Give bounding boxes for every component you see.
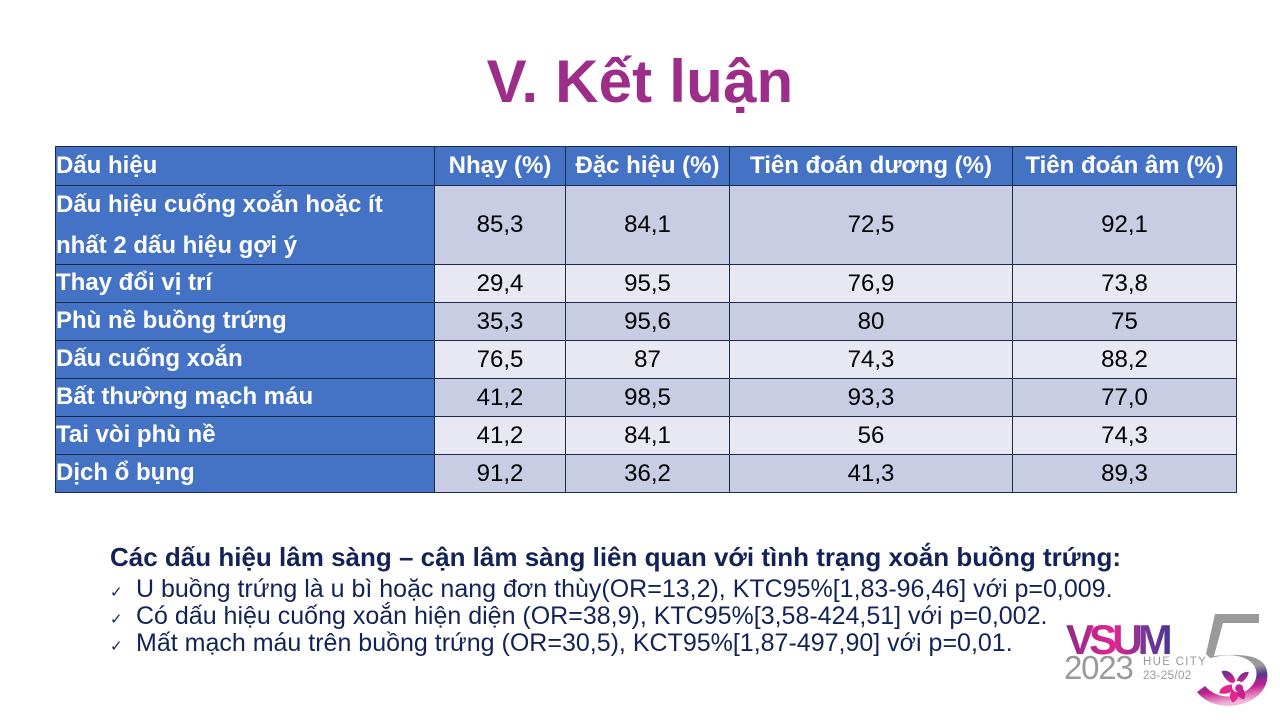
svg-text:HUE CITY: HUE CITY (1143, 656, 1207, 668)
svg-text:2023: 2023 (1064, 649, 1133, 686)
svg-text:23-25/02: 23-25/02 (1143, 670, 1192, 682)
